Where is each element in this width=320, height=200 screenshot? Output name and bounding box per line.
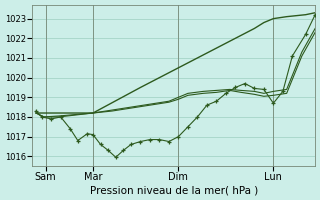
- X-axis label: Pression niveau de la mer( hPa ): Pression niveau de la mer( hPa ): [90, 185, 258, 195]
